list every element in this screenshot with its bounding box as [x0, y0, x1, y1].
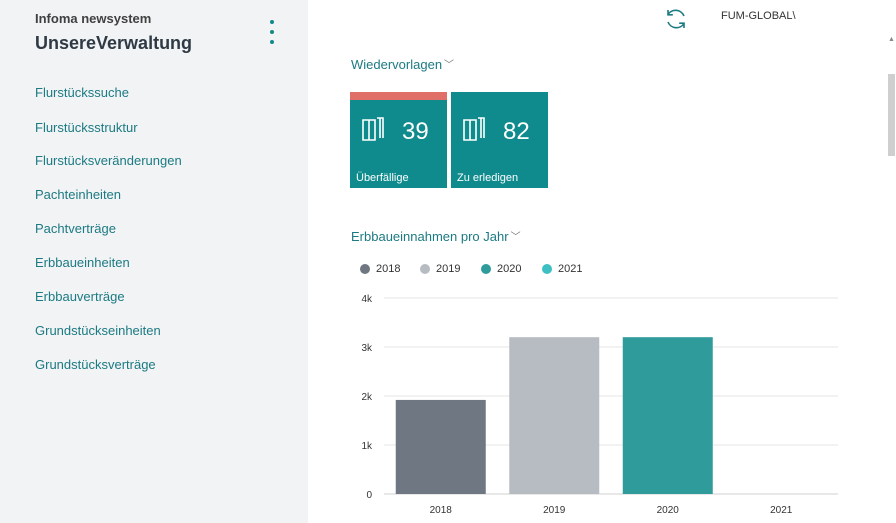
- refresh-icon[interactable]: [662, 5, 690, 33]
- legend-item-2018[interactable]: 2018: [360, 262, 400, 276]
- legend-label: 2018: [376, 263, 401, 275]
- wiedervorlagen-title: Wiedervorlagen: [351, 57, 443, 72]
- y-tick-label: 3k: [361, 343, 373, 354]
- tile-count: 82: [503, 118, 530, 145]
- erbbaueinnahmen-header[interactable]: Erbbaueinnahmen pro Jahr ﹀: [351, 229, 521, 244]
- legend-item-2019[interactable]: 2019: [420, 262, 460, 276]
- chevron-down-icon: ﹀: [510, 232, 521, 243]
- bar-chart: 0 1k 2k 3k 4k 2018 2019 2020 2021: [361, 294, 838, 516]
- company-name: UnsereVerwaltung: [35, 33, 193, 53]
- nav-item-erbbauvertraege[interactable]: Erbbauverträge: [35, 289, 125, 304]
- y-tick-label: 4k: [361, 294, 373, 305]
- legend-item-2021[interactable]: 2021: [542, 262, 582, 276]
- tile-label: Überfällige: [356, 172, 409, 184]
- nav-item-flurstueckssuche[interactable]: Flurstückssuche: [35, 85, 129, 100]
- nav-item-pachteinheiten[interactable]: Pachteinheiten: [35, 187, 122, 202]
- y-tick-label: 2k: [361, 392, 373, 403]
- nav-item-erbbaueinheiten[interactable]: Erbbaueinheiten: [35, 255, 130, 270]
- nav-item-flurstuecksveraenderungen[interactable]: Flurstücksveränderungen: [35, 153, 182, 168]
- bar-2020[interactable]: [622, 337, 713, 494]
- document-icon: [461, 114, 491, 149]
- vertical-scrollbar[interactable]: ▲: [886, 36, 896, 523]
- more-options-icon[interactable]: [263, 18, 281, 48]
- sidebar: Infoma newsystem UnsereVerwaltung Flurst…: [0, 0, 308, 523]
- x-tick-label: 2021: [770, 505, 793, 516]
- legend-dot: [420, 264, 430, 274]
- nav-item-pachtvertraege[interactable]: Pachtverträge: [35, 221, 116, 236]
- bar-2018[interactable]: [395, 399, 486, 494]
- legend-dot: [481, 264, 491, 274]
- nav-item-flurstuecksstruktur[interactable]: Flurstücksstruktur: [35, 120, 138, 135]
- legend-dot: [360, 264, 370, 274]
- wiedervorlagen-header[interactable]: Wiedervorlagen ﹀: [351, 57, 454, 72]
- legend-dot: [542, 264, 552, 274]
- y-tick-label: 0: [366, 490, 372, 501]
- tile-count: 39: [402, 118, 429, 145]
- bar-2019[interactable]: [509, 337, 600, 494]
- legend-label: 2019: [436, 263, 461, 275]
- tile-label: Zu erledigen: [457, 172, 519, 184]
- x-tick-label: 2020: [657, 505, 680, 516]
- tile-ueberfaellige[interactable]: 39 Überfällige: [350, 92, 447, 188]
- legend-item-2020[interactable]: 2020: [481, 262, 521, 276]
- chevron-down-icon: ﹀: [444, 60, 455, 71]
- y-tick-label: 1k: [361, 441, 373, 452]
- alert-indicator: [350, 92, 447, 100]
- nav-item-grundstueckseinheiten[interactable]: Grundstückseinheiten: [35, 323, 161, 338]
- user-name: FUM-GLOBAL\: [721, 10, 796, 22]
- scrollbar-thumb[interactable]: [888, 74, 895, 156]
- x-tick-label: 2018: [430, 505, 453, 516]
- x-tick-label: 2019: [543, 505, 566, 516]
- scroll-up-icon[interactable]: ▲: [888, 36, 895, 43]
- chart-section-title: Erbbaueinnahmen pro Jahr: [351, 229, 509, 244]
- nav-item-grundstuecksvertraege[interactable]: Grundstücksverträge: [35, 357, 156, 372]
- tile-zu-erledigen[interactable]: 82 Zu erledigen: [451, 92, 548, 188]
- main-content: FUM-GLOBAL\ ▲ Wiedervorlagen ﹀ 39 Überfäl…: [308, 0, 896, 523]
- document-icon: [360, 114, 390, 149]
- company-system-name: Infoma newsystem: [35, 11, 152, 26]
- legend-label: 2021: [558, 263, 583, 275]
- legend-label: 2020: [497, 263, 522, 275]
